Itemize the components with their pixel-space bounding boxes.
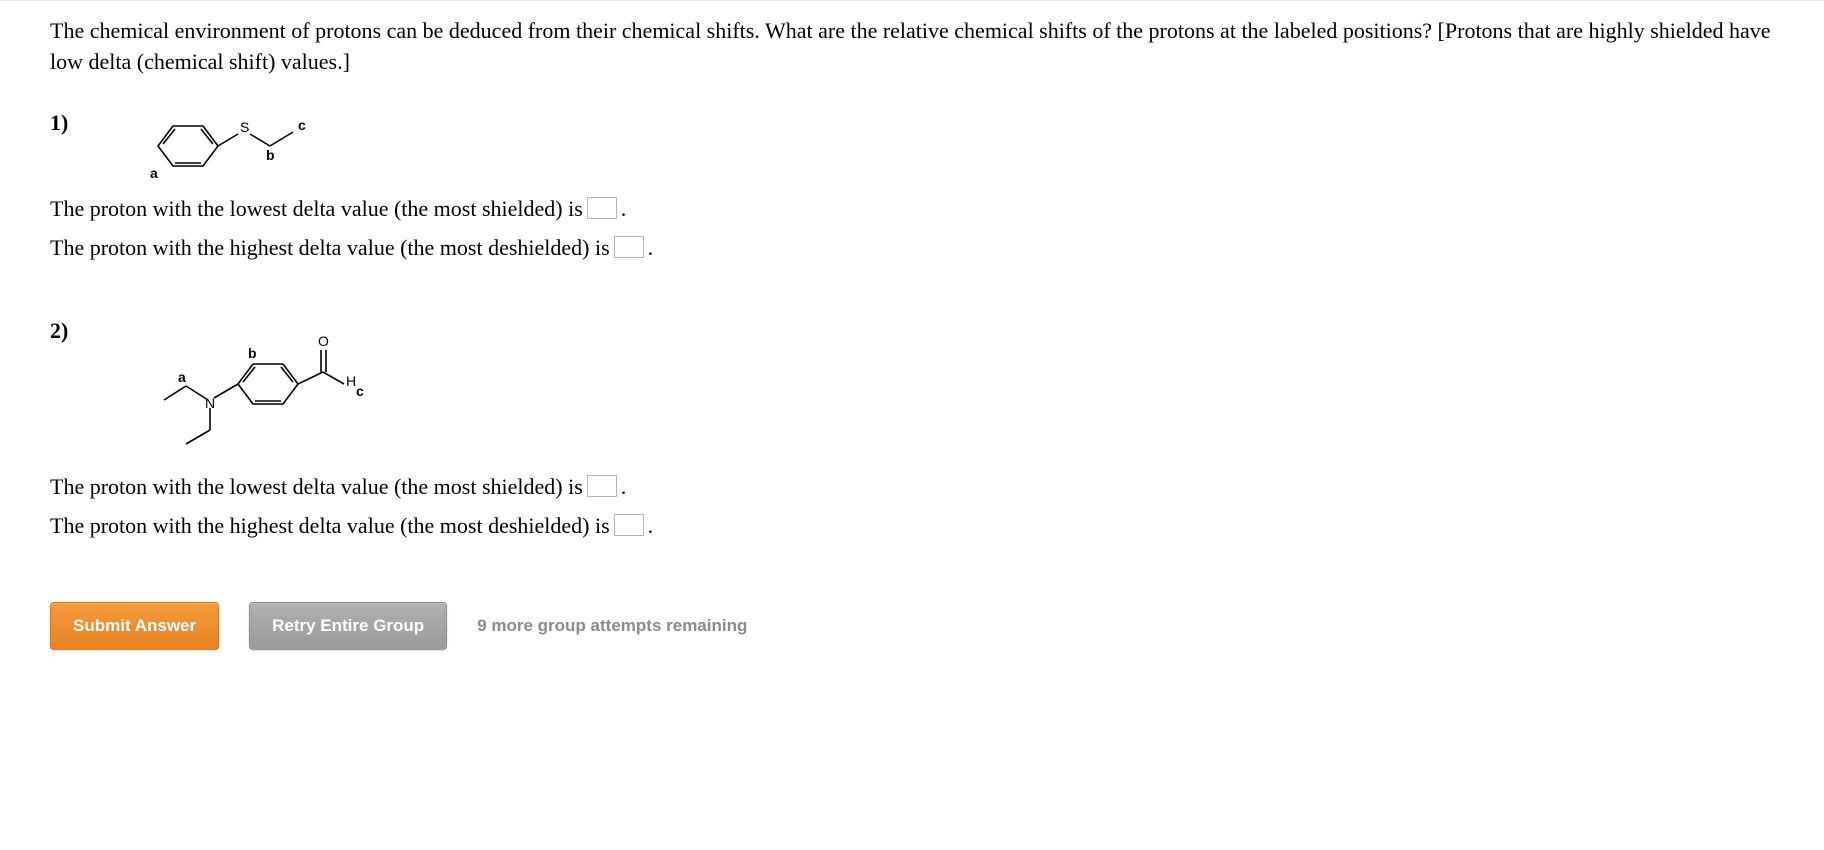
part-1: 1) <box>50 106 1774 264</box>
label-2-c: c <box>356 383 364 399</box>
question-intro-text: The chemical environment of protons can … <box>50 16 1774 78</box>
part-1-highest-input[interactable] <box>614 236 644 258</box>
label-2-b: b <box>248 345 257 361</box>
button-row: Submit Answer Retry Entire Group 9 more … <box>50 602 1774 650</box>
label-1-c: c <box>298 117 306 133</box>
part-1-highest-line: The proton with the highest delta value … <box>50 231 1774 264</box>
part-2-highest-line: The proton with the highest delta value … <box>50 509 1774 542</box>
part-1-header: 1) <box>50 106 1774 186</box>
label-2-a: a <box>178 369 186 385</box>
submit-answer-button[interactable]: Submit Answer <box>50 602 219 650</box>
structure-1: S a b c <box>128 106 328 186</box>
atom-O: O <box>318 333 329 349</box>
part-2-number: 2) <box>50 314 68 344</box>
period: . <box>621 192 627 225</box>
period: . <box>648 231 654 264</box>
part-1-number: 1) <box>50 106 68 136</box>
atom-S: S <box>240 119 249 135</box>
part-2-lowest-input[interactable] <box>587 475 617 497</box>
part-2-lowest-prompt: The proton with the lowest delta value (… <box>50 470 583 503</box>
part-1-highest-prompt: The proton with the highest delta value … <box>50 231 610 264</box>
retry-group-button[interactable]: Retry Entire Group <box>249 602 447 650</box>
atom-N: N <box>205 395 215 411</box>
attempts-remaining-text: 9 more group attempts remaining <box>477 616 747 636</box>
part-2-highest-prompt: The proton with the highest delta value … <box>50 509 610 542</box>
part-1-lowest-prompt: The proton with the lowest delta value (… <box>50 192 583 225</box>
part-2-highest-input[interactable] <box>614 514 644 536</box>
period: . <box>621 470 627 503</box>
period: . <box>648 509 654 542</box>
part-2: 2) <box>50 314 1774 542</box>
label-1-a: a <box>150 165 158 181</box>
part-1-lowest-input[interactable] <box>587 197 617 219</box>
atom-H: H <box>346 373 356 389</box>
structure-2: O H N a b c <box>128 314 388 464</box>
part-2-header: 2) <box>50 314 1774 464</box>
question-page: The chemical environment of protons can … <box>0 0 1824 850</box>
part-1-lowest-line: The proton with the lowest delta value (… <box>50 192 1774 225</box>
label-1-b: b <box>266 147 275 163</box>
part-2-lowest-line: The proton with the lowest delta value (… <box>50 470 1774 503</box>
